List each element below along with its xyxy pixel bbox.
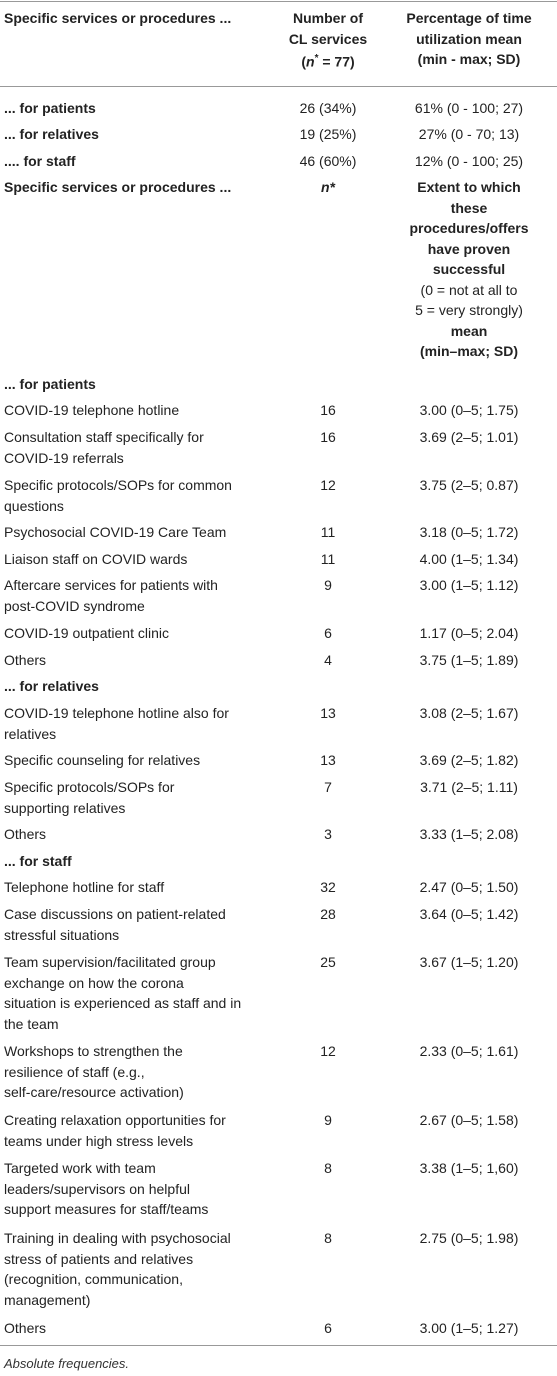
row-value: 3.00 (1–5; 1.12) [419,577,519,593]
row-label: Aftercare services for patients with post… [4,577,218,614]
section-heading-relatives: ... for relatives [4,678,99,694]
row-value: 3.18 (0–5; 1.72) [419,524,519,540]
top-rule [0,1,557,2]
part1-value: 12% (0 - 100; 25) [414,153,524,169]
row-value: 2.75 (0–5; 1.98) [419,1230,519,1246]
row-label: Telephone hotline for staff [4,879,165,895]
header-rule [0,86,557,87]
row-value: 2.33 (0–5; 1.61) [419,1043,519,1059]
part1-label: ... for patients [4,100,96,116]
row-label: Others [4,826,47,842]
row-n: 13 [320,705,336,721]
row-n: 11 [320,551,336,567]
row-n: 16 [320,429,336,445]
row-value: 3.33 (1–5; 2.08) [419,826,519,842]
bottom-rule [0,1345,557,1346]
row-value: 3.38 (1–5; 1,60) [419,1160,519,1176]
row-value: 3.69 (2–5; 1.01) [419,429,519,445]
row-n: 32 [320,879,336,895]
row-n: 13 [320,752,336,768]
col3-header-2: Extent to which these procedures/offers … [409,179,529,359]
row-n: 11 [320,524,336,540]
row-label: Psychosocial COVID-19 Care Team [4,524,227,540]
row-label: Others [4,1320,47,1336]
row-value: 3.08 (2–5; 1.67) [419,705,519,721]
part1-n: 19 (25%) [299,126,357,142]
row-value: 3.00 (0–5; 1.75) [419,402,519,418]
row-n: 12 [320,1043,336,1059]
col3-header: Percentage of time utilization mean (min… [406,10,532,67]
row-value: 1.17 (0–5; 2.04) [419,625,519,641]
row-label: Training in dealing with psychosocial str… [4,1230,231,1308]
row-label: COVID-19 telephone hotline [4,402,180,418]
col1-header-2: Specific services or procedures ... [4,179,232,195]
part1-label: ... for relatives [4,126,99,142]
row-value: 3.67 (1–5; 1.20) [419,954,519,970]
row-n: 4 [324,652,332,668]
row-value: 3.75 (2–5; 0.87) [419,477,519,493]
section-heading-staff: ... for staff [4,853,72,869]
row-n: 28 [320,906,336,922]
row-label: COVID-19 telephone hotline also for relat… [4,705,229,742]
row-value: 4.00 (1–5; 1.34) [419,551,519,567]
row-value: 2.47 (0–5; 1.50) [419,879,519,895]
part1-n: 46 (60%) [299,153,357,169]
row-label: Specific protocols/SOPs for supporting re… [4,779,175,816]
row-n: 25 [320,954,336,970]
row-value: 3.71 (2–5; 1.11) [420,779,518,795]
row-label: Case discussions on patient-related stres… [4,906,226,943]
row-value: 3.69 (2–5; 1.82) [419,752,519,768]
part1-value: 61% (0 - 100; 27) [414,100,524,116]
row-n: 7 [324,779,332,795]
section-heading-patients: ... for patients [4,376,96,392]
row-value: 3.75 (1–5; 1.89) [419,652,519,668]
part1-value: 27% (0 - 70; 13) [418,126,520,142]
row-value: 2.67 (0–5; 1.58) [419,1112,519,1128]
row-label: COVID-19 outpatient clinic [4,625,169,641]
row-label: Others [4,652,47,668]
col2-header: Number of CL services (n* = 77) [288,10,368,70]
row-label: Creating relaxation opportunities for tea… [4,1112,226,1149]
col2-header-2: n* [321,179,335,195]
row-value: 3.64 (0–5; 1.42) [419,906,519,922]
row-label: Specific counseling for relatives [4,752,201,768]
row-label: Workshops to strengthen the resilience of… [4,1043,184,1100]
part1-label: .... for staff [4,153,76,169]
row-label: Targeted work with team leaders/superviso… [4,1160,209,1217]
row-n: 9 [324,1112,332,1128]
row-label: Specific protocols/SOPs for common questi… [4,477,232,514]
row-n: 3 [324,826,332,842]
row-n: 16 [320,402,336,418]
row-n: 6 [324,625,332,641]
part1-n: 26 (34%) [299,100,357,116]
row-n: 9 [324,577,332,593]
row-n: 8 [324,1160,332,1176]
row-label: Consultation staff specifically for COVID… [4,429,204,466]
row-value: 3.00 (1–5; 1.27) [419,1320,519,1336]
row-label: Liaison staff on COVID wards [4,551,188,567]
row-n: 6 [324,1320,332,1336]
row-label: Team supervision/facilitated group exchan… [4,954,242,1032]
row-n: 12 [320,477,336,493]
row-n: 8 [324,1230,332,1246]
col1-header: Specific services or procedures ... [4,10,232,26]
table-footnote: Absolute frequencies. [4,1356,130,1371]
